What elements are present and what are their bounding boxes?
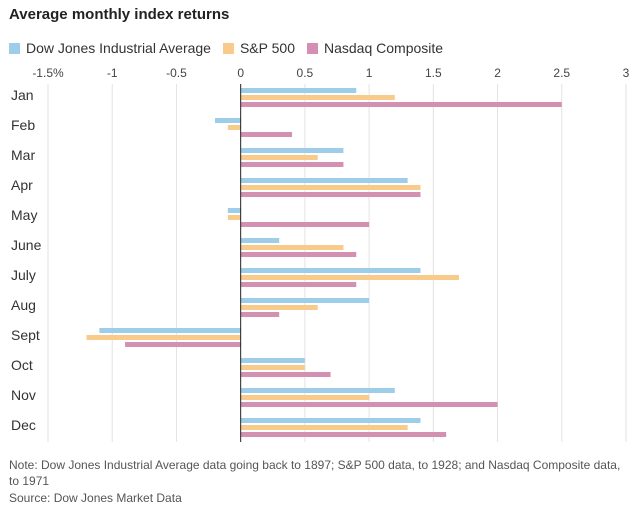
bar bbox=[240, 222, 370, 227]
bar bbox=[240, 298, 370, 303]
category-label: Aug bbox=[11, 297, 36, 313]
legend-item-nasdaq: Nasdaq Composite bbox=[306, 40, 444, 56]
legend-swatch-sp500 bbox=[222, 42, 234, 54]
bar bbox=[240, 88, 357, 93]
bar bbox=[240, 365, 305, 370]
bar bbox=[240, 148, 344, 153]
bar bbox=[240, 102, 562, 107]
bar bbox=[240, 185, 421, 190]
bar bbox=[240, 395, 370, 400]
bar bbox=[99, 328, 241, 333]
bar bbox=[240, 132, 293, 137]
chart-note: Note: Dow Jones Industrial Average data … bbox=[9, 458, 621, 488]
bar bbox=[125, 342, 241, 347]
bar bbox=[240, 268, 421, 273]
bar bbox=[240, 178, 408, 183]
bar bbox=[240, 402, 498, 407]
chart-title: Average monthly index returns bbox=[9, 6, 230, 23]
bar bbox=[240, 252, 357, 257]
legend: Dow Jones Industrial Average S&P 500 Nas… bbox=[9, 40, 455, 56]
bar bbox=[240, 372, 331, 377]
category-label: Nov bbox=[11, 387, 36, 403]
bar bbox=[240, 245, 344, 250]
category-label: Apr bbox=[11, 177, 33, 193]
chart-source: Source: Dow Jones Market Data bbox=[9, 491, 182, 505]
x-tick-label: -1 bbox=[107, 66, 118, 80]
bar-chart: -1.5% -1 -0.5 0 0.5 1 1.5 2 2.5 3 Jan Feb Mar Apr May J… bbox=[11, 66, 630, 442]
x-tick-label: 3 bbox=[623, 66, 630, 80]
bar bbox=[240, 312, 280, 317]
bar bbox=[214, 118, 241, 123]
category-label: Feb bbox=[11, 117, 35, 133]
bar bbox=[240, 192, 421, 197]
x-tick-label: 2.5 bbox=[553, 66, 570, 80]
x-tick-label: 1 bbox=[366, 66, 373, 80]
bar bbox=[240, 358, 305, 363]
legend-swatch-dow bbox=[9, 42, 20, 54]
bar bbox=[86, 335, 241, 340]
bar bbox=[240, 425, 408, 430]
legend-swatch-nasdaq bbox=[306, 42, 318, 54]
category-label: May bbox=[11, 207, 37, 223]
x-tick-label: -0.5 bbox=[166, 66, 187, 80]
category-label: Mar bbox=[11, 147, 35, 163]
x-tick-label: 0.5 bbox=[297, 66, 314, 80]
legend-label-dow: Dow Jones Industrial Average bbox=[26, 40, 211, 56]
category-label: Sept bbox=[11, 327, 40, 343]
x-tick-label: 2 bbox=[494, 66, 501, 80]
bar bbox=[227, 215, 241, 220]
bar bbox=[240, 275, 460, 280]
legend-label-nasdaq: Nasdaq Composite bbox=[323, 40, 444, 56]
x-tick-label: -1.5% bbox=[32, 66, 64, 80]
category-label: July bbox=[11, 267, 36, 283]
category-label: Dec bbox=[11, 417, 36, 433]
bar bbox=[227, 125, 241, 130]
category-label: June bbox=[11, 237, 42, 253]
bar bbox=[240, 305, 318, 310]
legend-label-sp500: S&P 500 bbox=[239, 40, 295, 56]
bar bbox=[240, 432, 447, 437]
x-tick-label: 1.5 bbox=[425, 66, 442, 80]
bar bbox=[240, 388, 395, 393]
bar bbox=[240, 238, 280, 243]
bar bbox=[240, 418, 421, 423]
bar bbox=[227, 208, 241, 213]
x-tick-label: 0 bbox=[237, 66, 244, 80]
category-label: Oct bbox=[11, 357, 33, 373]
bar bbox=[240, 155, 318, 160]
category-label: Jan bbox=[11, 87, 34, 103]
legend-item-dow: Dow Jones Industrial Average bbox=[9, 40, 211, 56]
legend-item-sp500: S&P 500 bbox=[222, 40, 295, 56]
bar bbox=[240, 282, 357, 287]
bar bbox=[240, 162, 344, 167]
bar bbox=[240, 95, 395, 100]
